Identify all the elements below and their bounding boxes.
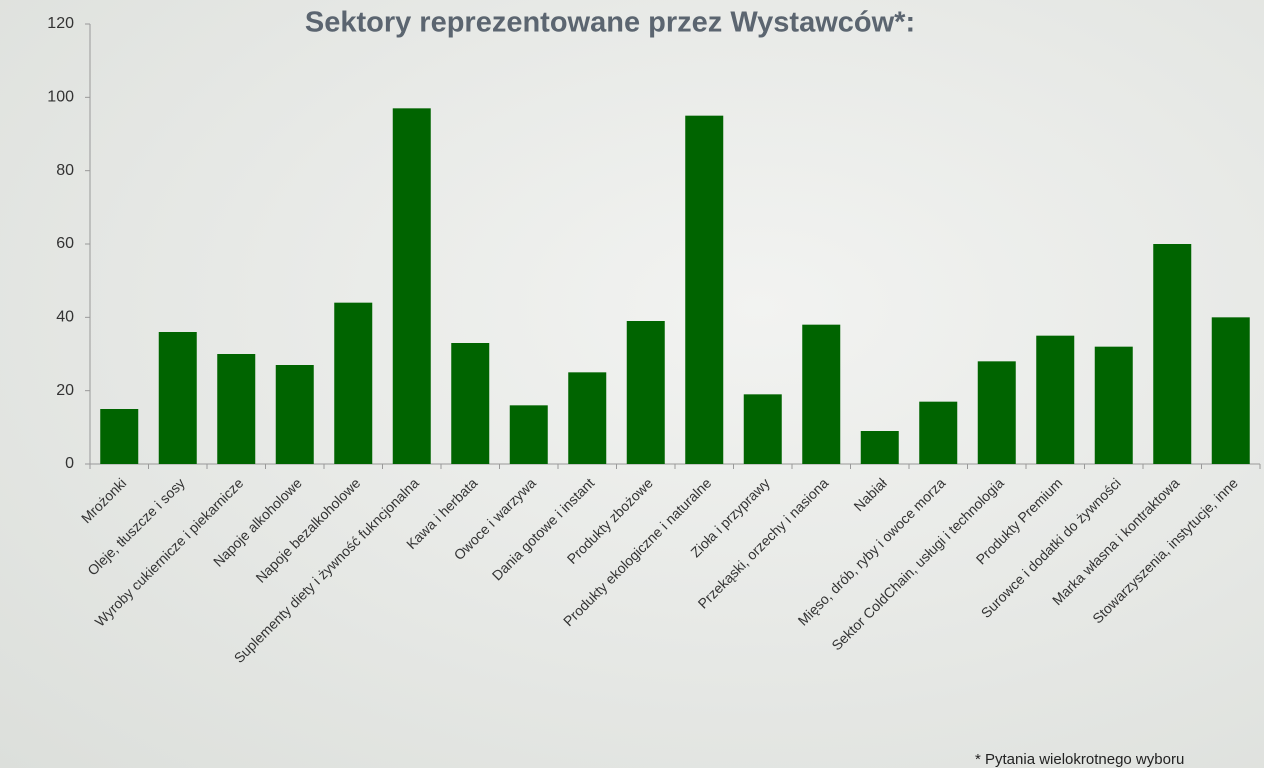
bar bbox=[393, 108, 431, 464]
y-tick-label: 100 bbox=[47, 89, 74, 106]
bar bbox=[919, 402, 957, 464]
x-tick-label: Mrożonki bbox=[78, 475, 129, 526]
bar bbox=[1036, 336, 1074, 464]
footnote: * Pytania wielokrotnego wyboru bbox=[975, 751, 1184, 768]
page: {"chart_data": {"type": "bar", "title": … bbox=[0, 0, 1264, 768]
bar bbox=[802, 325, 840, 464]
x-tick-label: Nabiał bbox=[850, 474, 890, 514]
bar bbox=[627, 321, 665, 464]
bar bbox=[744, 394, 782, 464]
bar bbox=[685, 116, 723, 464]
bar bbox=[334, 303, 372, 464]
bar bbox=[159, 332, 197, 464]
y-tick-label: 20 bbox=[56, 382, 74, 399]
bar bbox=[217, 354, 255, 464]
bar bbox=[510, 405, 548, 464]
chart-title: Sektory reprezentowane przez Wystawców*: bbox=[305, 7, 915, 39]
y-tick-label: 60 bbox=[56, 235, 74, 252]
bar bbox=[451, 343, 489, 464]
y-tick-label: 120 bbox=[47, 15, 74, 32]
x-tick-label: Dania gotowe i instant bbox=[489, 475, 598, 584]
bar bbox=[1153, 244, 1191, 464]
bar bbox=[568, 372, 606, 464]
x-tick-label: Napoje bezalkoholowe bbox=[252, 475, 363, 586]
bar bbox=[1212, 317, 1250, 464]
y-tick-label: 40 bbox=[56, 309, 74, 326]
bar bbox=[861, 431, 899, 464]
x-tick-label: Oleje, tłuszcze i sosy bbox=[84, 475, 188, 579]
bar bbox=[100, 409, 138, 464]
y-tick-label: 80 bbox=[56, 162, 74, 179]
chart: Sektory reprezentowane przez Wystawców*:… bbox=[0, 0, 1264, 768]
bar bbox=[1095, 347, 1133, 464]
bar bbox=[276, 365, 314, 464]
bar bbox=[978, 361, 1016, 464]
y-tick-label: 0 bbox=[65, 455, 74, 472]
